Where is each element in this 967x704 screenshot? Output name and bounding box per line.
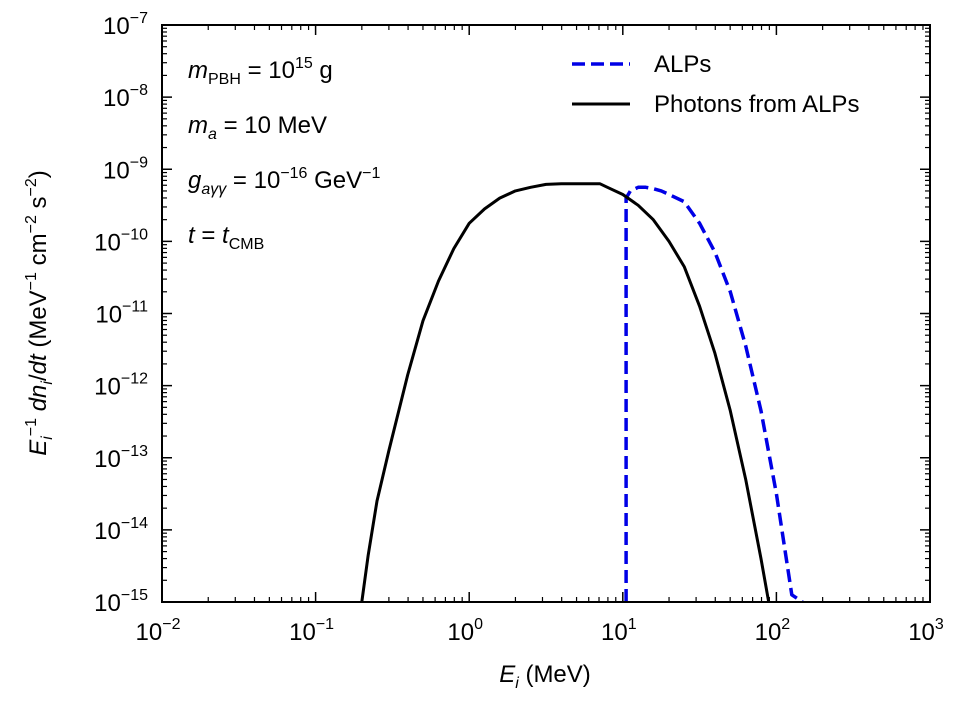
legend-label-photons: Photons from ALPs <box>654 91 859 118</box>
y-tick-label: 10−13 <box>94 443 148 473</box>
y-tick-label: 10−8 <box>103 82 148 112</box>
x-tick-label: 10−1 <box>289 616 334 646</box>
annotation-coupling: gaγγ = 10−16 GeV−1 <box>188 165 381 198</box>
x-tick-label: 102 <box>755 616 791 646</box>
tick-labels: 10−2 10−1 100 101 102 103 10−15 10−14 10−13 10−12… <box>94 10 944 646</box>
y-tick-label: 10−7 <box>103 10 148 40</box>
y-tick-label: 10−10 <box>94 226 148 256</box>
legend-label-alps: ALPs <box>654 51 711 78</box>
x-tick-label: 101 <box>601 616 637 646</box>
series-line-photons <box>360 182 771 602</box>
y-axis-label: Ei−1 dni/dt (MeV−1 cm−2 s−2) <box>23 170 56 456</box>
x-tick-label: 103 <box>908 616 944 646</box>
y-tick-label: 10−11 <box>95 299 148 329</box>
annotation-time: t = tCMB <box>188 222 264 253</box>
plot-frame <box>161 24 931 603</box>
x-tick-label: 10−2 <box>136 616 181 646</box>
legend: ALPs Photons from ALPs <box>572 51 859 118</box>
series-layer <box>360 182 804 602</box>
annotation-alp-mass: ma = 10 MeV <box>188 112 327 143</box>
x-axis-label: Ei (MeV) <box>499 661 591 692</box>
annotation-block: mPBH = 1015 g ma = 10 MeV gaγγ = 10−16 G… <box>188 55 381 253</box>
series-line-alps <box>624 185 804 602</box>
y-tick-label: 10−9 <box>103 154 148 184</box>
y-tick-label: 10−12 <box>94 371 148 401</box>
y-tick-label: 10−14 <box>94 515 148 545</box>
x-tick-label: 100 <box>447 616 483 646</box>
annotation-mass: mPBH = 1015 g <box>188 55 333 88</box>
y-tick-label: 10−15 <box>94 587 148 617</box>
